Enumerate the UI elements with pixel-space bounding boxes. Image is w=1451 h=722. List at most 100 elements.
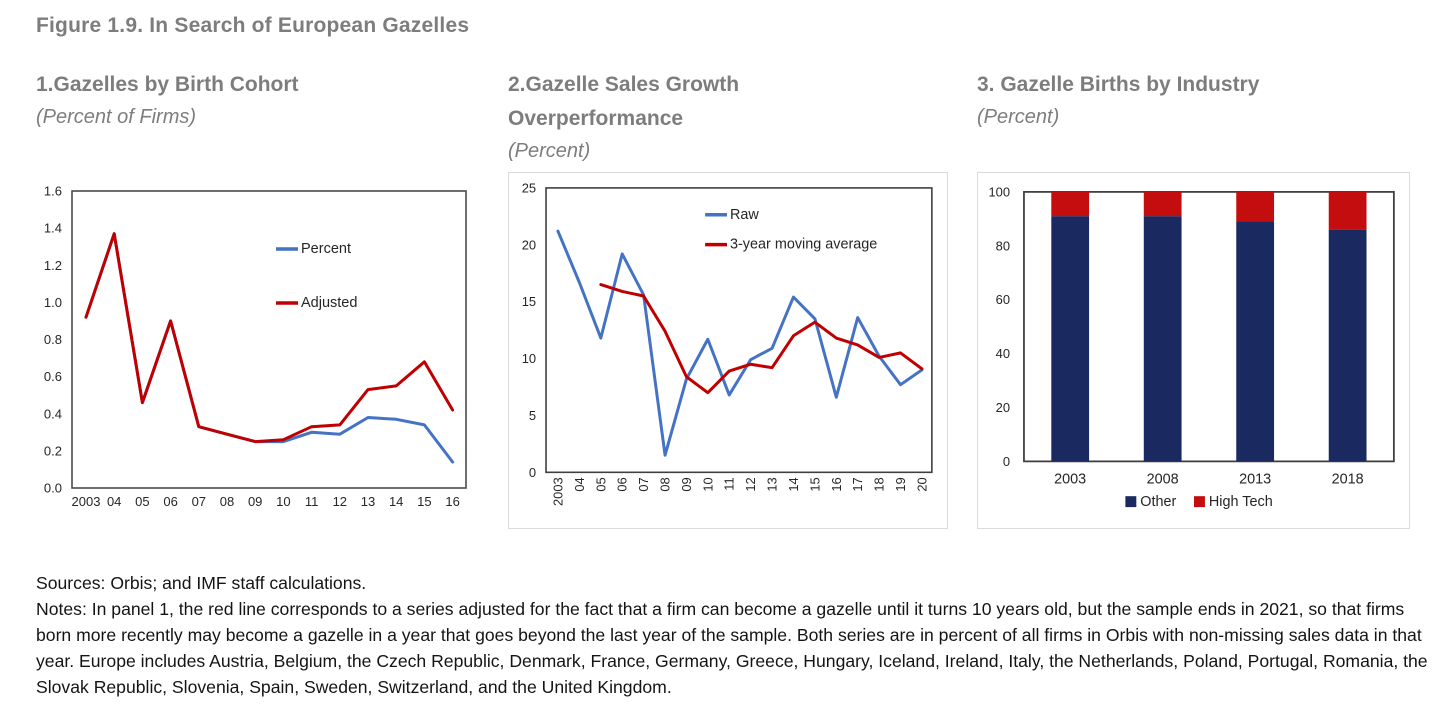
legend-high-tech-swatch <box>1193 496 1205 508</box>
x-tick-label: 14 <box>786 477 801 491</box>
x-tick-label: 15 <box>417 494 431 509</box>
bar-2018-other <box>1328 229 1367 462</box>
y-tick-label: 1.6 <box>44 184 62 199</box>
x-tick-label: 05 <box>135 494 149 509</box>
x-tick-label: 16 <box>445 494 459 509</box>
panel3-title: 3. Gazelle Births by Industry <box>977 73 1260 96</box>
x-tick-label: 2008 <box>1147 471 1179 487</box>
y-tick-label: 0.2 <box>44 443 62 458</box>
x-tick-label: 09 <box>679 477 694 491</box>
panel1-title: 1.Gazelles by Birth Cohort <box>36 73 299 96</box>
panel2-header: 2.Gazelle Sales Growth Overperformance (… <box>508 68 948 172</box>
y-tick-label: 1.0 <box>44 295 62 310</box>
bar-2008-other <box>1143 216 1182 462</box>
y-tick-label: 80 <box>996 238 1010 253</box>
bar-2008-high-tech <box>1143 191 1182 217</box>
panel1-subtitle: (Percent of Firms) <box>36 106 197 129</box>
x-tick-label: 08 <box>658 477 673 491</box>
sources-text: Sources: Orbis; and IMF staff calculatio… <box>36 573 367 593</box>
figure-title: Figure 1.9. In Search of European Gazell… <box>36 14 470 37</box>
plot-frame <box>545 187 933 474</box>
y-tick-label: 0.0 <box>44 481 62 496</box>
legend-other-swatch <box>1125 496 1137 508</box>
bar-2013-other <box>1236 221 1275 462</box>
panel1-line-chart: 0.0 0.2 0.4 0.6 0.8 1.0 1.2 1.4 1.6 2003 04 05 06 07 0… <box>44 184 467 509</box>
x-tick-label: 06 <box>163 494 177 509</box>
legend-raw-label: Raw <box>730 207 759 223</box>
bar-2018-high-tech <box>1328 191 1367 230</box>
x-tick-label: 04 <box>107 494 121 509</box>
x-tick-label: 04 <box>572 477 587 491</box>
x-tick-label: 20 <box>914 477 929 491</box>
x-tick-label: 10 <box>276 494 290 509</box>
legend-high-tech-label: High Tech <box>1209 494 1273 510</box>
legend-3-year-moving-average-label: 3-year moving average <box>730 237 877 253</box>
notes-text: Notes: In panel 1, the red line correspo… <box>36 598 1428 697</box>
y-tick-label: 60 <box>996 292 1010 307</box>
x-tick-label: 08 <box>220 494 234 509</box>
panel2-subtitle: (Percent) <box>508 140 591 163</box>
legend-adjusted-label: Adjusted <box>301 295 357 311</box>
y-tick-label: 40 <box>996 346 1010 361</box>
panel-1: 1.Gazelles by Birth Cohort (Percent of F… <box>36 68 480 516</box>
x-tick-label: 16 <box>829 477 844 491</box>
y-tick-label: 10 <box>522 351 536 366</box>
panel2-title: 2.Gazelle Sales Growth Overperformance <box>508 73 740 131</box>
x-tick-label: 2003 <box>1054 471 1086 487</box>
panel3-bar-chart: 0 20 40 60 80 100 2003 2008 2013 2018 Other High Te… <box>988 184 1395 510</box>
y-tick-label: 0.6 <box>44 369 62 384</box>
y-tick-label: 20 <box>522 237 536 252</box>
bar-2003-high-tech <box>1051 191 1090 217</box>
y-tick-label: 5 <box>529 408 536 423</box>
x-tick-label: 06 <box>615 477 630 491</box>
x-tick-label: 2003 <box>550 477 565 506</box>
x-tick-label: 2018 <box>1332 471 1364 487</box>
y-tick-label: 0.4 <box>44 406 62 421</box>
figure-page: Figure 1.9. In Search of European Gazell… <box>36 14 1451 701</box>
y-tick-label: 0.8 <box>44 332 62 347</box>
x-tick-label: 14 <box>389 494 403 509</box>
panel3-subtitle: (Percent) <box>977 106 1060 129</box>
series-adjusted-line <box>84 232 455 444</box>
y-tick-label: 25 <box>522 180 536 195</box>
bar-2013-high-tech <box>1236 191 1275 222</box>
x-tick-label: 05 <box>593 477 608 491</box>
panels-row: 1.Gazelles by Birth Cohort (Percent of F… <box>36 68 1451 529</box>
plot-frame <box>71 190 467 489</box>
bar-2003-other <box>1051 216 1090 462</box>
x-tick-label: 12 <box>333 494 347 509</box>
panel3-chart-box: 0 20 40 60 80 100 2003 2008 2013 2018 Other High Te… <box>977 172 1410 529</box>
x-tick-label: 11 <box>722 477 737 490</box>
series-raw-line <box>556 229 924 457</box>
x-tick-label: 12 <box>743 477 758 491</box>
x-tick-label: 09 <box>248 494 262 509</box>
y-tick-label: 1.4 <box>44 221 62 236</box>
x-tick-label: 18 <box>872 477 887 491</box>
x-tick-label: 07 <box>192 494 206 509</box>
x-tick-label: 19 <box>893 477 908 491</box>
y-tick-label: 1.2 <box>44 258 62 273</box>
y-tick-label: 15 <box>522 294 536 309</box>
x-tick-label: 11 <box>305 494 319 509</box>
x-tick-label: 13 <box>361 494 375 509</box>
legend-other-label: Other <box>1140 494 1176 510</box>
panel3-header: 3. Gazelle Births by Industry (Percent) <box>977 68 1410 172</box>
y-tick-label: 20 <box>996 400 1010 415</box>
y-tick-label: 100 <box>988 184 1010 199</box>
panel-3: 3. Gazelle Births by Industry (Percent) … <box>977 68 1410 529</box>
y-tick-label: 0 <box>529 465 536 480</box>
panel-2: 2.Gazelle Sales Growth Overperformance (… <box>508 68 948 529</box>
x-tick-label: 13 <box>765 477 780 491</box>
x-tick-label: 15 <box>807 477 822 491</box>
panel1-header: 1.Gazelles by Birth Cohort (Percent of F… <box>36 68 480 172</box>
y-tick-label: 0 <box>1003 454 1010 469</box>
x-tick-label: 07 <box>636 477 651 491</box>
plot-frame <box>1023 190 1395 463</box>
x-tick-label: 2003 <box>72 494 101 509</box>
series-3-year-moving-average-line <box>599 283 924 395</box>
figure-notes: Sources: Orbis; and IMF staff calculatio… <box>36 571 1436 701</box>
x-tick-label: 10 <box>700 477 715 491</box>
x-tick-label: 17 <box>850 477 865 491</box>
x-tick-label: 2013 <box>1239 471 1271 487</box>
